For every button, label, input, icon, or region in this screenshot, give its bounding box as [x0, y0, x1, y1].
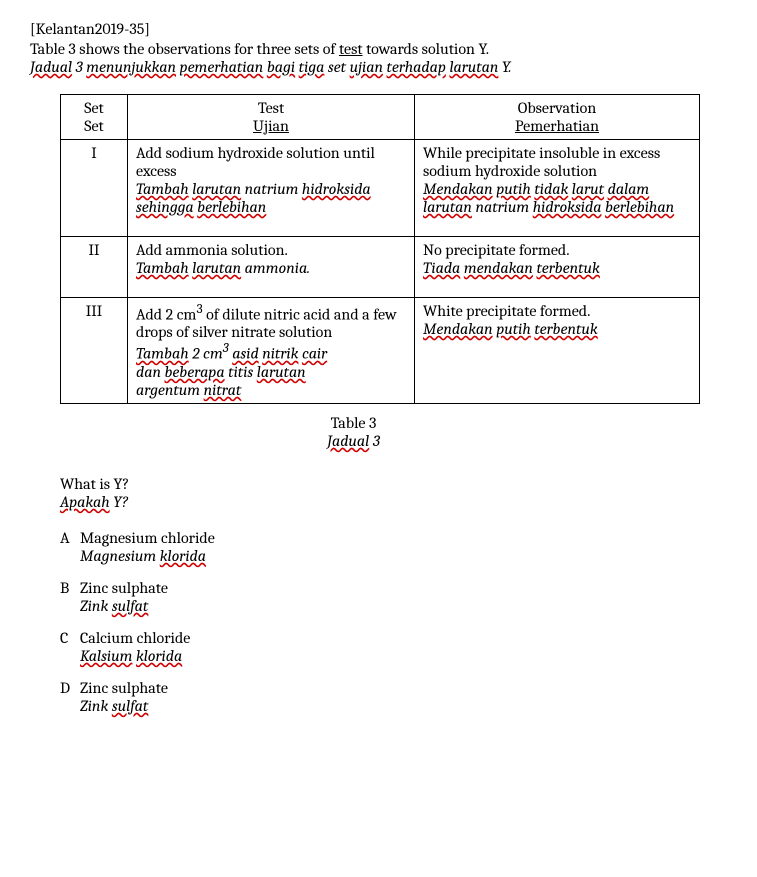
cell-test: Add 2 cm3 of dilute nitric acid and a fe…: [128, 298, 415, 404]
cell-test: Add sodium hydroxide solution until exce…: [128, 140, 415, 237]
intro-underlined: test: [339, 40, 363, 58]
intro-text: Table 3 shows the observations for three…: [30, 40, 339, 58]
cell-observation: White precipitate formed. Mendakan putih…: [415, 298, 700, 404]
cell-set: II: [61, 237, 128, 298]
option-malay: Kalsium klorida: [80, 647, 727, 665]
option-letter: A: [60, 529, 80, 565]
table-row: III Add 2 cm3 of dilute nitric acid and …: [61, 298, 700, 404]
option-letter: D: [60, 679, 80, 715]
intro-english: Table 3 shows the observations for three…: [30, 40, 727, 58]
option-b: B Zinc sulphate Zink sulfat: [60, 579, 727, 615]
cell-observation: No precipitate formed. Tiada mendakan te…: [415, 237, 700, 298]
table-row: II Add ammonia solution. Tambah larutan …: [61, 237, 700, 298]
answer-options: A Magnesium chloride Magnesium klorida B…: [60, 529, 727, 715]
header-test: Test Ujian: [128, 95, 415, 140]
option-english: Zinc sulphate: [80, 579, 727, 597]
option-malay: Zink sulfat: [80, 697, 727, 715]
header-set: Set Set: [61, 95, 128, 140]
intro-malay: Jadual 3 menunjukkan pemerhatian bagi ti…: [30, 58, 727, 76]
option-letter: B: [60, 579, 80, 615]
option-letter: C: [60, 629, 80, 665]
header-observation: Observation Pemerhatian: [415, 95, 700, 140]
cell-set: III: [61, 298, 128, 404]
intro-text: towards solution Y.: [363, 40, 489, 58]
option-english: Magnesium chloride: [80, 529, 727, 547]
option-english: Calcium chloride: [80, 629, 727, 647]
option-c: C Calcium chloride Kalsium klorida: [60, 629, 727, 665]
option-english: Zinc sulphate: [80, 679, 727, 697]
option-d: D Zinc sulphate Zink sulfat: [60, 679, 727, 715]
cell-observation: While precipitate insoluble in excess so…: [415, 140, 700, 237]
table-header-row: Set Set Test Ujian Observation Pemerhati…: [61, 95, 700, 140]
option-malay: Zink sulfat: [80, 597, 727, 615]
question-reference: [Kelantan2019-35]: [30, 20, 727, 38]
cell-set: I: [61, 140, 128, 237]
observation-table: Set Set Test Ujian Observation Pemerhati…: [60, 94, 700, 404]
table-row: I Add sodium hydroxide solution until ex…: [61, 140, 700, 237]
option-a: A Magnesium chloride Magnesium klorida: [60, 529, 727, 565]
option-malay: Magnesium klorida: [80, 547, 727, 565]
cell-test: Add ammonia solution. Tambah larutan amm…: [128, 237, 415, 298]
table-caption: Table 3 Jadual 3: [30, 414, 677, 450]
question-text: What is Y? Apakah Y?: [60, 475, 727, 511]
